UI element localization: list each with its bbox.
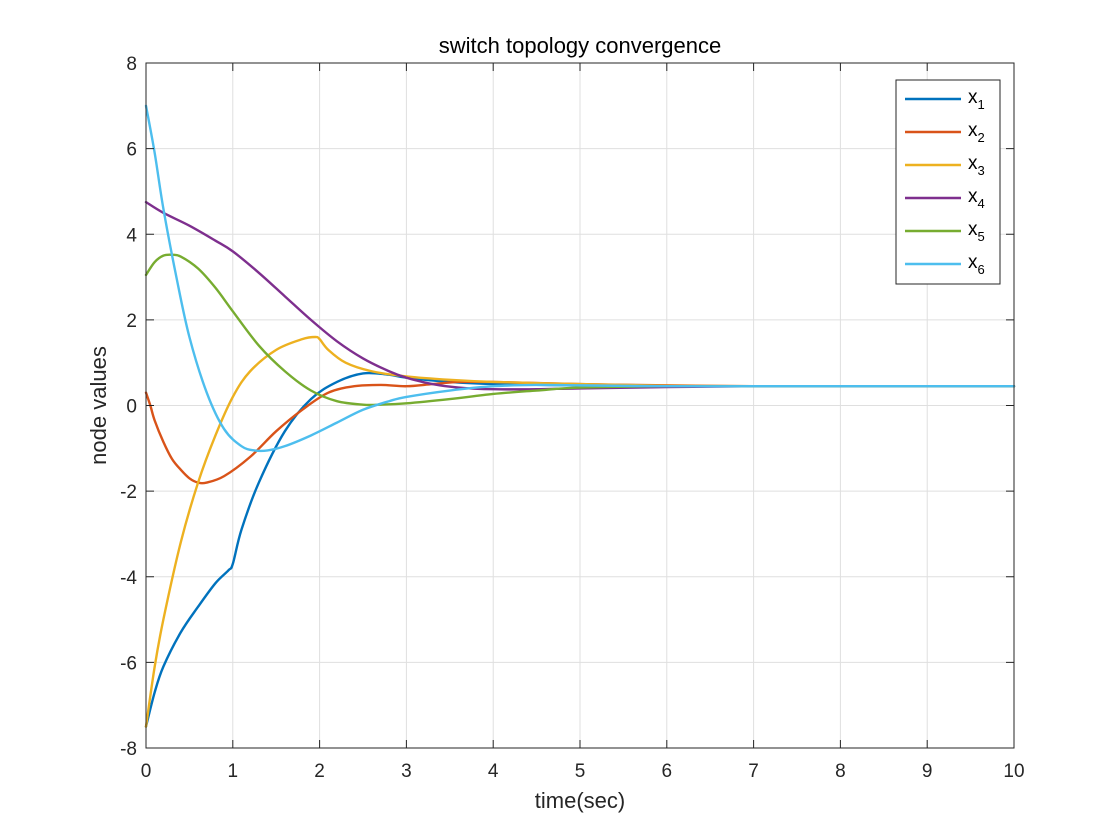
x-tick-label: 7: [748, 761, 759, 782]
legend-entry-name: x: [968, 186, 978, 207]
legend-entry-subscript: 4: [978, 196, 985, 211]
y-tick-label: 0: [126, 397, 137, 418]
y-tick-label: 2: [126, 311, 137, 332]
x-tick-label: 4: [488, 761, 499, 782]
x-tick-label: 0: [141, 761, 152, 782]
legend-entry-name: x: [968, 252, 978, 273]
y-tick-label: -4: [120, 568, 137, 589]
chart-title: switch topology convergence: [439, 33, 722, 58]
x-tick-label: 8: [835, 761, 846, 782]
x-tick-label: 3: [401, 761, 412, 782]
x-tick-label: 5: [575, 761, 586, 782]
y-axis-label: node values: [86, 346, 111, 465]
x-tick-label: 10: [1003, 761, 1024, 782]
legend-entry-name: x: [968, 153, 978, 174]
x-axis-label: time(sec): [535, 788, 625, 813]
x-tick-label: 2: [314, 761, 325, 782]
y-tick-label: 6: [126, 140, 137, 161]
y-tick-label: -2: [120, 482, 137, 503]
x-tick-label: 1: [228, 761, 239, 782]
legend-entry-subscript: 3: [978, 163, 985, 178]
y-tick-label: -6: [120, 653, 137, 674]
y-tick-label: 8: [126, 54, 137, 75]
legend-entry-name: x: [968, 219, 978, 240]
y-tick-label: -8: [120, 739, 137, 760]
legend-entry-subscript: 6: [978, 262, 985, 277]
legend-entry-subscript: 5: [978, 229, 985, 244]
x-tick-label: 9: [922, 761, 933, 782]
y-tick-label: 4: [126, 225, 137, 246]
x-tick-label: 6: [662, 761, 673, 782]
legend-entry-subscript: 2: [978, 130, 985, 145]
legend-entry-name: x: [968, 120, 978, 141]
legend-entry-subscript: 1: [978, 97, 985, 112]
legend-entry-name: x: [968, 87, 978, 108]
